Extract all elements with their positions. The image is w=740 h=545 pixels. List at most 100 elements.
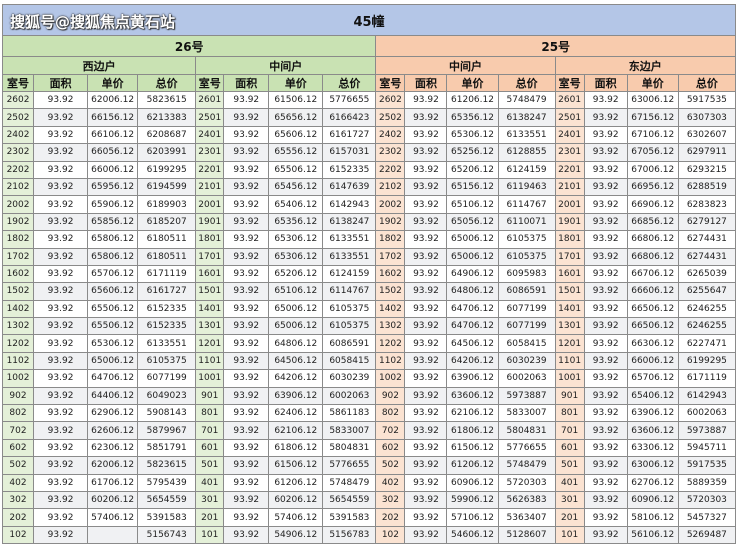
room-number-cell: 302 xyxy=(1,490,35,510)
total-price-cell: 5823615 xyxy=(137,90,197,110)
room-number-cell: 801 xyxy=(195,404,225,423)
unit-price-cell: 65056.12 xyxy=(446,212,499,232)
room-number-cell: 102 xyxy=(375,525,406,545)
room-number-header: 室号 xyxy=(195,74,225,92)
total-price-cell: 6058415 xyxy=(322,351,377,371)
unit-price-cell: 66506.12 xyxy=(626,299,679,319)
room-number-cell: 1002 xyxy=(375,369,406,388)
unit-price-cell: 66956.12 xyxy=(626,177,679,197)
total-price-cell: 6274431 xyxy=(677,247,737,266)
total-price-cell: 6030239 xyxy=(497,351,556,371)
unit-price-cell: 65806.12 xyxy=(87,247,139,266)
total-price-cell: 6185207 xyxy=(137,212,197,232)
unit-price-cell: 62606.12 xyxy=(87,421,139,440)
area-cell: 93.92 xyxy=(223,299,270,319)
total-price-cell: 5823615 xyxy=(137,456,197,475)
table-row: 1502 93.92 65606.12 6161727 1501 93.92 65106.1… xyxy=(1,282,737,301)
building-25-header: 25号 xyxy=(375,35,736,57)
unit-price-cell: 64206.12 xyxy=(268,369,324,388)
area-cell: 93.92 xyxy=(223,438,270,458)
area-cell: 93.92 xyxy=(583,108,628,127)
total-price-cell: 5720303 xyxy=(677,490,737,510)
total-price-cell: 5776655 xyxy=(497,438,556,458)
area-cell: 93.92 xyxy=(223,525,270,545)
total-price-cell: 6180511 xyxy=(137,247,197,266)
room-number-cell: 702 xyxy=(1,421,35,440)
room-number-cell: 2501 xyxy=(554,108,585,127)
room-number-cell: 102 xyxy=(1,525,35,545)
total-price-cell: 6152335 xyxy=(137,299,197,319)
total-price-cell: 6147639 xyxy=(322,177,377,197)
area-cell: 93.92 xyxy=(404,264,448,284)
unit-header-middle-25: 中间户 xyxy=(375,56,556,75)
table-title: 45幢 xyxy=(2,4,736,36)
area-cell: 93.92 xyxy=(404,195,448,214)
total-price-cell: 5973887 xyxy=(497,386,556,406)
area-header: 面积 xyxy=(404,74,448,92)
room-number-cell: 2102 xyxy=(1,177,35,197)
room-number-cell: 602 xyxy=(375,438,406,458)
total-price-cell: 5776655 xyxy=(322,90,377,110)
area-cell: 93.92 xyxy=(33,317,89,336)
room-number-cell: 101 xyxy=(195,525,225,545)
unit-price-cell: 65556.12 xyxy=(268,143,324,162)
total-price-cell: 6213383 xyxy=(137,108,197,127)
unit-price-cell: 61206.12 xyxy=(446,90,499,110)
total-price-cell: 6133551 xyxy=(497,125,556,145)
unit-price-cell: 60906.12 xyxy=(626,490,679,510)
unit-price-cell: 65506.12 xyxy=(268,160,324,179)
room-number-cell: 502 xyxy=(1,456,35,475)
area-cell: 93.92 xyxy=(223,351,270,371)
room-number-cell: 802 xyxy=(1,404,35,423)
total-price-cell: 6030239 xyxy=(322,369,377,388)
unit-price-cell: 64506.12 xyxy=(268,351,324,371)
unit-price-cell xyxy=(87,525,139,545)
total-price-cell: 6124159 xyxy=(497,160,556,179)
total-price-cell: 6255647 xyxy=(677,282,737,301)
unit-price-cell: 66156.12 xyxy=(87,108,139,127)
unit-price-cell: 66806.12 xyxy=(626,230,679,249)
unit-price-header: 单价 xyxy=(446,74,499,92)
area-cell: 93.92 xyxy=(223,456,270,475)
room-number-cell: 2502 xyxy=(1,108,35,127)
area-cell: 93.92 xyxy=(33,334,89,353)
unit-price-cell: 59906.12 xyxy=(446,490,499,510)
area-cell: 93.92 xyxy=(404,177,448,197)
room-number-cell: 2502 xyxy=(375,108,406,127)
unit-price-cell: 62006.12 xyxy=(87,456,139,475)
area-cell: 93.92 xyxy=(33,386,89,406)
total-price-cell: 5945711 xyxy=(677,438,737,458)
total-price-cell: 5804831 xyxy=(497,421,556,440)
table-row: 202 93.92 57406.12 5391583 201 93.92 57406.12 5… xyxy=(1,508,737,527)
unit-price-cell: 65006.12 xyxy=(446,230,499,249)
area-cell: 93.92 xyxy=(583,404,628,423)
unit-price-cell: 60206.12 xyxy=(87,490,139,510)
table-row: 802 93.92 62906.12 5908143 801 93.92 62406.12 5… xyxy=(1,404,737,423)
total-price-cell: 6283823 xyxy=(677,195,737,214)
unit-price-cell: 65606.12 xyxy=(87,282,139,301)
area-cell: 93.92 xyxy=(33,195,89,214)
area-cell: 93.92 xyxy=(583,369,628,388)
unit-price-cell: 66106.12 xyxy=(87,125,139,145)
unit-price-cell: 65956.12 xyxy=(87,177,139,197)
area-cell: 93.92 xyxy=(404,473,448,492)
area-cell: 93.92 xyxy=(33,125,89,145)
room-number-cell: 2302 xyxy=(375,143,406,162)
total-price-cell: 6119463 xyxy=(497,177,556,197)
unit-price-cell: 60906.12 xyxy=(446,473,499,492)
area-cell: 93.92 xyxy=(33,351,89,371)
unit-price-cell: 58106.12 xyxy=(626,508,679,527)
total-price-cell: 6002063 xyxy=(677,404,737,423)
total-price-cell: 6105375 xyxy=(497,230,556,249)
room-number-cell: 701 xyxy=(554,421,585,440)
room-number-cell: 201 xyxy=(195,508,225,527)
room-number-cell: 1202 xyxy=(1,334,35,353)
room-number-cell: 1301 xyxy=(554,317,585,336)
area-cell: 93.92 xyxy=(583,230,628,249)
total-price-cell: 6171119 xyxy=(137,264,197,284)
table-row: 2502 93.92 66156.12 6213383 2501 93.92 65656.1… xyxy=(1,108,737,127)
unit-price-cell: 62306.12 xyxy=(87,438,139,458)
area-cell: 93.92 xyxy=(404,299,448,319)
area-cell: 93.92 xyxy=(583,334,628,353)
area-cell: 93.92 xyxy=(583,90,628,110)
